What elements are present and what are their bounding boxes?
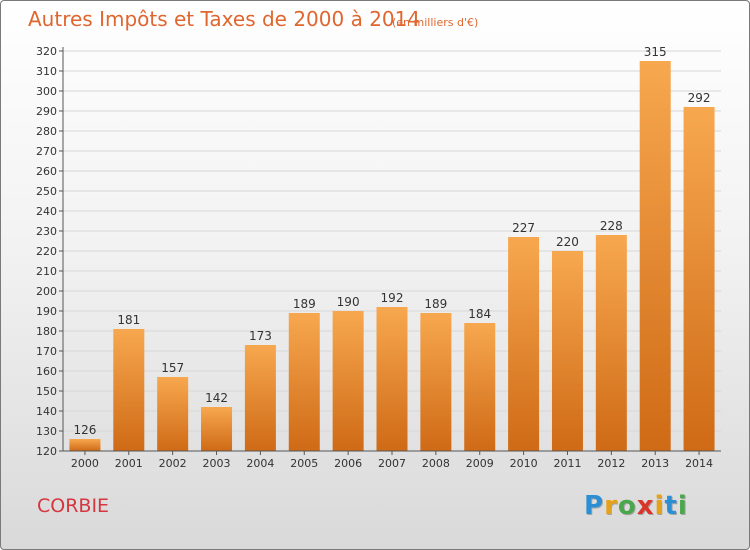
logo-letter: x [636,491,655,521]
x-tick-label-2004: 2004 [246,457,274,470]
data-label-2007: 192 [381,291,404,305]
y-tick-label: 310 [36,65,57,78]
bar-2002 [157,377,189,451]
logo-letter: P [584,491,605,521]
data-label-2008: 189 [424,297,447,311]
bar-2000 [69,439,101,451]
x-tick-label-2014: 2014 [685,457,713,470]
bar-2014 [683,107,715,451]
data-label-2002: 157 [161,361,184,375]
y-tick-label: 210 [36,265,57,278]
y-tick-label: 220 [36,245,57,258]
bar-2003 [201,407,233,451]
bar-2011 [551,251,583,451]
bar-2010 [508,237,540,451]
x-tick-label-2000: 2000 [71,457,99,470]
data-label-2006: 190 [337,295,360,309]
data-label-2009: 184 [468,307,491,321]
y-tick-label: 120 [36,445,57,458]
data-label-2003: 142 [205,391,228,405]
data-label-2001: 181 [117,313,140,327]
bar-2013 [639,61,671,451]
y-tick-label: 260 [36,165,57,178]
y-tick-label: 300 [36,85,57,98]
x-tick-label-2003: 2003 [203,457,231,470]
y-tick-label: 240 [36,205,57,218]
y-tick-label: 130 [36,425,57,438]
logo-letter: o [617,491,637,521]
proxiti-logo: Proxiti [584,491,688,521]
data-label-2011: 220 [556,235,579,249]
data-label-2005: 189 [293,297,316,311]
y-tick-label: 180 [36,325,57,338]
y-tick-label: 290 [36,105,57,118]
x-tick-label-2001: 2001 [115,457,143,470]
x-tick-label-2005: 2005 [290,457,318,470]
data-label-2013: 315 [644,45,667,59]
y-tick-label: 320 [36,45,57,58]
data-label-2000: 126 [73,423,96,437]
y-tick-label: 160 [36,365,57,378]
bar-2006 [332,311,364,451]
bar-2008 [420,313,452,451]
logo-letter: r [604,491,618,521]
chart-title: Autres Impôts et Taxes de 2000 à 2014 [28,7,421,31]
y-tick-label: 190 [36,305,57,318]
x-tick-label-2012: 2012 [597,457,625,470]
y-tick-label: 270 [36,145,57,158]
logo-letter: i [654,491,665,521]
bar-2004 [244,345,276,451]
x-tick-label-2008: 2008 [422,457,450,470]
logo-letter: i [677,491,688,521]
y-tick-label: 230 [36,225,57,238]
logo-letter: t [664,491,678,521]
bar-2005 [288,313,320,451]
bar-2007 [376,307,408,451]
bar-2009 [464,323,496,451]
bar-2001 [113,329,145,451]
x-tick-label-2006: 2006 [334,457,362,470]
commune-name: CORBIE [37,495,110,517]
x-tick-label-2010: 2010 [510,457,538,470]
data-label-2014: 292 [688,91,711,105]
bar-2012 [595,235,627,451]
y-tick-label: 280 [36,125,57,138]
data-label-2012: 228 [600,219,623,233]
x-tick-label-2013: 2013 [641,457,669,470]
x-tick-label-2009: 2009 [466,457,494,470]
chart-unit: (en milliers d'€) [392,16,479,29]
data-label-2010: 227 [512,221,535,235]
y-tick-label: 140 [36,405,57,418]
y-tick-label: 250 [36,185,57,198]
data-label-2004: 173 [249,329,272,343]
y-tick-label: 150 [36,385,57,398]
x-tick-label-2007: 2007 [378,457,406,470]
y-tick-label: 200 [36,285,57,298]
y-tick-label: 170 [36,345,57,358]
x-tick-label-2011: 2011 [553,457,581,470]
x-tick-label-2002: 2002 [159,457,187,470]
